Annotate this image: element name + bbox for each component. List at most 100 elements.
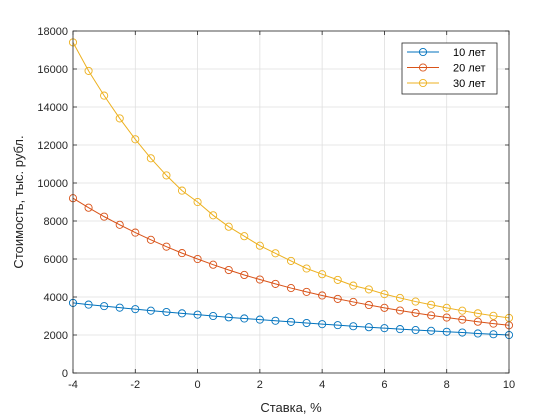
data-point (209, 311, 218, 321)
legend: 10 лет 20 лет 30 лет (401, 42, 498, 95)
data-point (458, 315, 467, 324)
data-point (224, 222, 233, 231)
data-point (162, 171, 171, 180)
x-tick-label: 6 (381, 379, 387, 391)
data-point (473, 317, 482, 326)
data-point (146, 235, 155, 244)
series-line (72, 302, 510, 336)
data-point (302, 318, 311, 328)
data-point (427, 311, 436, 320)
x-tick-label: 2 (257, 379, 263, 391)
y-tick-label: 2000 (44, 330, 68, 342)
series-line (72, 197, 510, 326)
legend-marker (418, 78, 428, 88)
data-point (473, 329, 482, 338)
data-point (427, 300, 436, 309)
data-point (100, 91, 109, 100)
legend-marker (418, 63, 428, 72)
data-point (395, 293, 405, 303)
data-point (240, 232, 249, 241)
data-point (240, 270, 249, 280)
data-point (411, 308, 420, 318)
data-point (489, 311, 498, 320)
data-point (193, 197, 202, 207)
data-point (255, 315, 264, 324)
legend-label: 20 лет (453, 63, 486, 75)
data-point (333, 294, 342, 303)
data-point (395, 325, 405, 334)
data-point (458, 306, 467, 315)
data-point (84, 66, 93, 75)
data-point (395, 306, 405, 315)
data-point (146, 154, 155, 163)
data-point (224, 313, 233, 322)
data-point (364, 300, 373, 310)
x-tick-label: -4 (68, 379, 78, 391)
x-tick-label: 8 (444, 379, 450, 391)
y-tick-label: 4000 (44, 292, 68, 304)
data-point (489, 330, 498, 339)
data-point (162, 242, 171, 251)
data-point (473, 309, 482, 318)
data-point (349, 297, 358, 306)
x-tick-label: 10 (503, 379, 515, 391)
data-point (286, 284, 296, 293)
data-point (364, 323, 373, 332)
data-point (193, 310, 202, 319)
data-point (271, 249, 280, 258)
legend-marker (418, 47, 428, 57)
x-axis-title: Ставка, % (260, 400, 322, 415)
data-point (131, 135, 140, 144)
legend-label: 30 лет (453, 78, 486, 90)
legend-label: 10 лет (453, 47, 486, 59)
data-point (255, 241, 264, 250)
data-point (442, 327, 451, 336)
data-point (162, 307, 171, 317)
data-point (115, 303, 124, 312)
data-point (84, 300, 93, 309)
data-point (131, 228, 140, 237)
data-point (100, 302, 109, 311)
data-point (318, 320, 327, 329)
data-point (224, 265, 233, 275)
series-layer (68, 38, 514, 340)
data-point (115, 220, 124, 229)
data-point (193, 254, 202, 264)
y-axis-title: Стоимость, тыс. рубл. (11, 135, 26, 268)
y-tick-label: 0 (62, 368, 68, 380)
data-point (302, 264, 311, 273)
x-tick-label: 0 (195, 379, 201, 391)
data-point (177, 249, 187, 258)
data-point (146, 306, 155, 315)
data-point (333, 321, 342, 330)
data-point (177, 309, 187, 318)
data-point (349, 322, 358, 331)
data-point (411, 326, 420, 335)
data-point (333, 275, 342, 284)
data-point (209, 211, 218, 220)
data-point (427, 326, 436, 335)
data-point (411, 297, 420, 306)
data-point (318, 270, 327, 279)
data-point (271, 279, 280, 288)
data-point (209, 260, 218, 269)
data-point (442, 303, 451, 312)
data-point (286, 256, 296, 265)
data-point (115, 114, 124, 123)
y-tick-label: 18000 (37, 26, 68, 38)
data-point (302, 287, 311, 296)
ticks: -4 -2 0 2 4 6 8 10 0 2000 4000 6000 8000 10000 12000 14… (37, 26, 515, 391)
data-point (255, 275, 264, 284)
data-point (131, 305, 140, 314)
data-point (84, 203, 93, 212)
data-point (380, 303, 389, 312)
y-tick-label: 12000 (37, 140, 68, 152)
data-point (380, 290, 389, 299)
y-tick-label: 8000 (44, 216, 68, 228)
data-point (318, 291, 327, 300)
data-point (100, 212, 109, 221)
data-point (364, 285, 373, 294)
data-point (240, 314, 249, 323)
data-point (177, 186, 187, 195)
